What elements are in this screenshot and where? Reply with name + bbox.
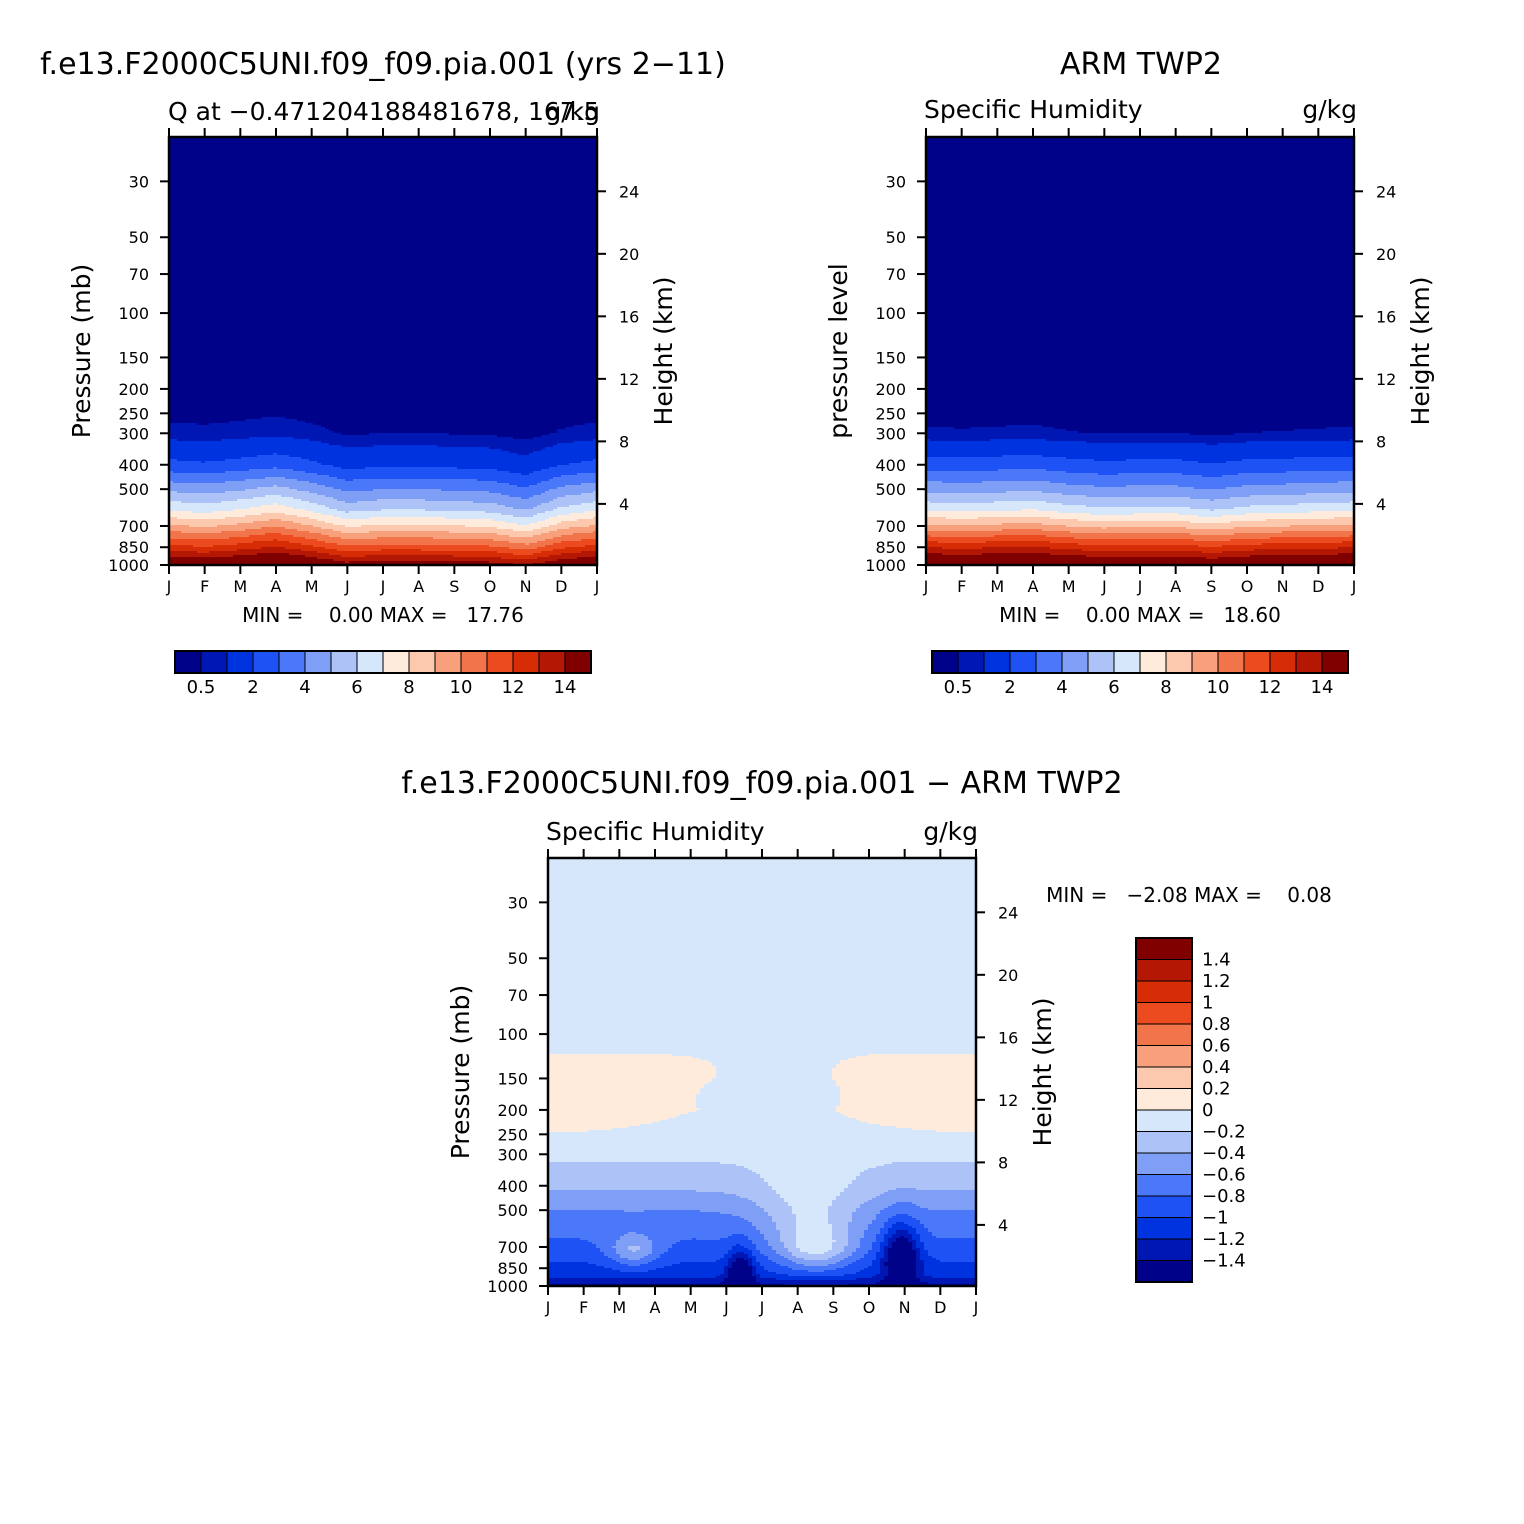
model-contour-field	[169, 137, 598, 566]
model-panel: f.e13.F2000C5UNI.f09_f09.pia.001 (yrs 2−…	[40, 47, 726, 698]
model-title: f.e13.F2000C5UNI.f09_f09.pia.001 (yrs 2−…	[40, 47, 726, 82]
figure: f.e13.F2000C5UNI.f09_f09.pia.001 (yrs 2−…	[0, 0, 1524, 1524]
model-units: g/kg	[545, 97, 600, 126]
model-left-subtitle: Q at −0.471204188481678, 167.5	[168, 97, 600, 126]
